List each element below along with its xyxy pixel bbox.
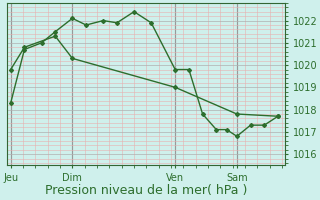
X-axis label: Pression niveau de la mer( hPa ): Pression niveau de la mer( hPa ) [45,184,247,197]
